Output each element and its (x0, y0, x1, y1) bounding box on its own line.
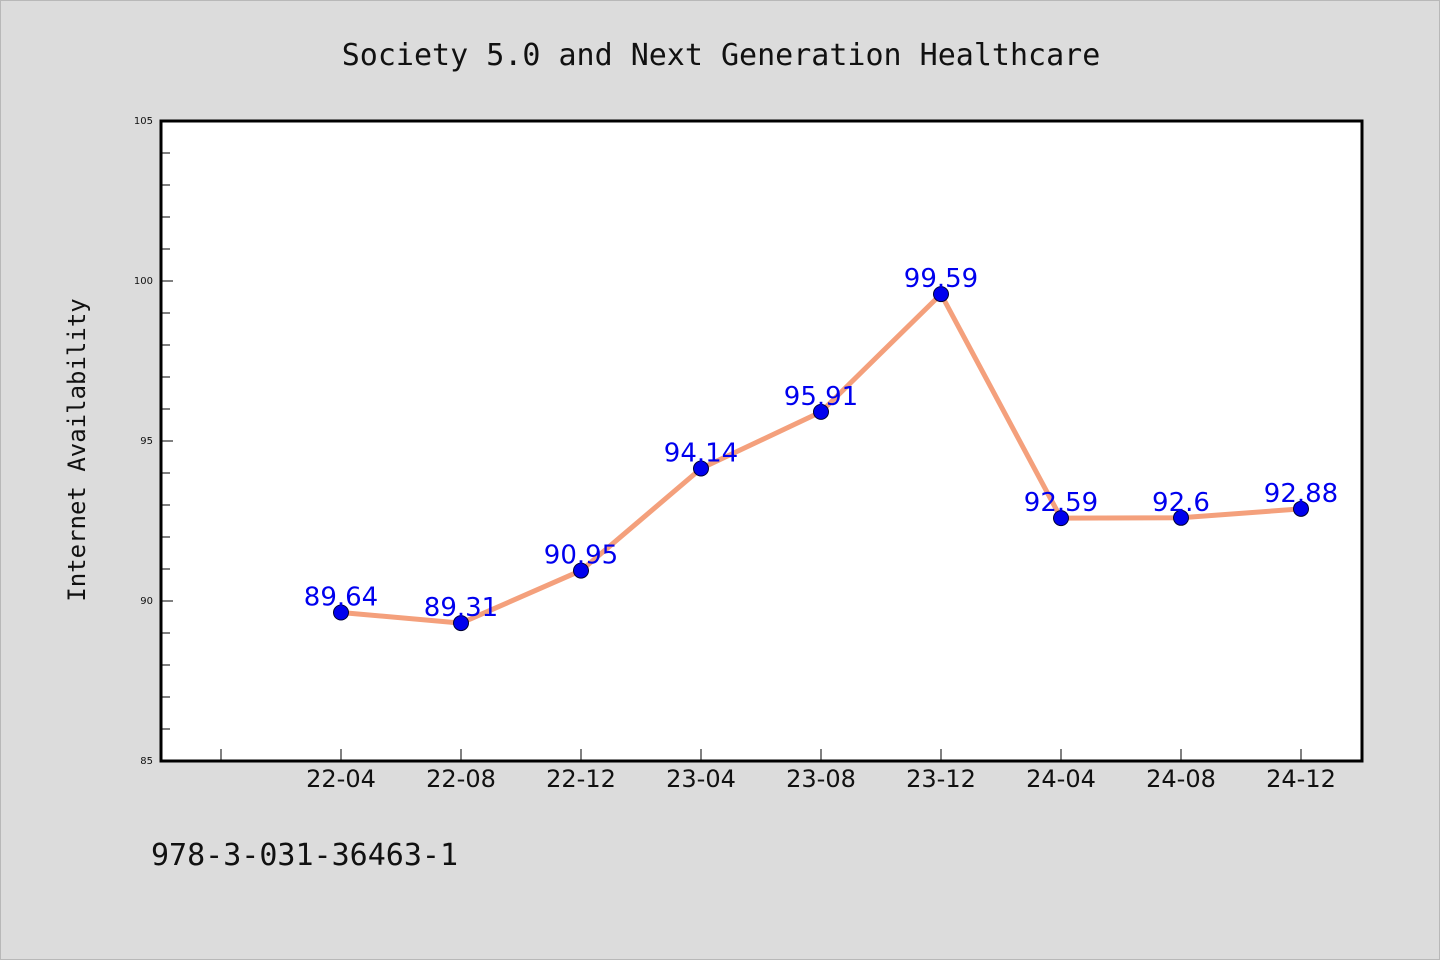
data-point-marker (693, 460, 709, 477)
isbn-footer: 978-3-031-36463-1 (151, 838, 458, 873)
y-tick-label: 90 (140, 596, 153, 607)
data-point-label: 90.95 (544, 541, 618, 571)
data-point-marker (1053, 510, 1069, 527)
data-point-marker (1173, 509, 1189, 526)
data-point-label: 95.91 (784, 382, 858, 412)
data-point-label: 92.88 (1264, 479, 1338, 509)
chart-title: Society 5.0 and Next Generation Healthca… (342, 38, 1101, 73)
x-tick-label: 23-08 (786, 765, 856, 793)
data-point-label: 94.14 (664, 439, 738, 469)
data-point-marker (573, 562, 589, 579)
data-point-marker (813, 403, 829, 420)
y-axis-label: Internet Availability (63, 298, 91, 601)
x-tick-label: 23-04 (666, 765, 736, 793)
data-point-marker (933, 286, 949, 303)
series-layer (333, 286, 1309, 632)
data-point-marker (1293, 500, 1309, 517)
y-tick-label: 105 (134, 116, 153, 127)
x-tick-label: 24-04 (1026, 765, 1096, 793)
data-point-label: 99.59 (904, 264, 978, 294)
x-tick-label: 22-12 (546, 765, 616, 793)
axis-ticks: 85 90 95 100 105 22-04 22-08 22-12 23-04 23-08 23-… (134, 116, 1336, 793)
data-point-label: 89.31 (424, 593, 498, 623)
y-tick-label: 85 (140, 756, 153, 767)
data-point-label: 89.64 (304, 583, 378, 613)
plot-frame (159, 119, 1364, 763)
x-tick-label: 23-12 (906, 765, 976, 793)
y-tick-label: 100 (134, 276, 153, 287)
data-point-marker (333, 604, 349, 621)
x-tick-label: 24-08 (1146, 765, 1216, 793)
data-point-marker (453, 615, 469, 632)
y-tick-label: 95 (140, 436, 153, 447)
x-tick-label: 24-12 (1266, 765, 1336, 793)
data-labels: 89.64 89.31 90.95 94.14 95.91 99.59 92.59 92.6 9… (304, 264, 1338, 623)
x-tick-label: 22-04 (306, 765, 376, 793)
x-tick-label: 22-08 (426, 765, 496, 793)
data-point-label: 92.59 (1024, 488, 1098, 518)
data-point-label: 92.6 (1152, 488, 1210, 518)
